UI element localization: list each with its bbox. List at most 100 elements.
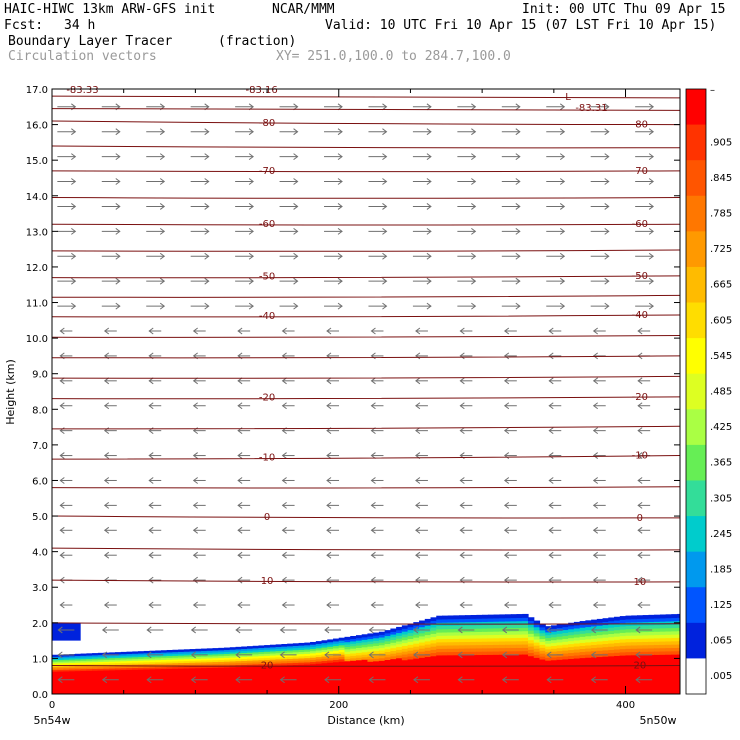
tracer-cell bbox=[619, 684, 627, 689]
tracer-cell bbox=[166, 651, 174, 655]
colorbar-label: .125 bbox=[710, 600, 732, 611]
tracer-cell bbox=[132, 679, 139, 683]
tracer-cell bbox=[218, 669, 225, 672]
tracer-cell bbox=[287, 691, 294, 694]
tracer-cell bbox=[252, 689, 260, 693]
tracer-cell bbox=[453, 661, 460, 666]
tracer-cell bbox=[516, 624, 523, 628]
tracer-cell bbox=[671, 657, 678, 662]
tracer-cell bbox=[562, 652, 569, 657]
tracer-cell bbox=[126, 665, 133, 669]
tracer-cell bbox=[166, 668, 174, 671]
tracer-cell bbox=[654, 651, 661, 655]
tracer-cell bbox=[459, 615, 466, 620]
tracer-cell bbox=[550, 648, 558, 652]
tracer-cell bbox=[338, 668, 346, 672]
tracer-cell bbox=[596, 656, 604, 661]
tracer-cell bbox=[528, 630, 535, 634]
tracer-cell bbox=[510, 687, 518, 692]
tracer-cell bbox=[424, 662, 432, 667]
wind-vector-head bbox=[148, 402, 154, 410]
tracer-cell bbox=[235, 656, 242, 660]
tracer-cell bbox=[591, 628, 598, 633]
tracer-cell bbox=[327, 641, 334, 645]
tracer-cell bbox=[224, 668, 231, 672]
tracer-cell bbox=[344, 663, 351, 667]
tracer-cell bbox=[407, 641, 414, 645]
tracer-cell bbox=[510, 617, 518, 622]
tracer-cell bbox=[246, 682, 254, 685]
tracer-cell bbox=[109, 662, 116, 666]
tracer-cell bbox=[321, 644, 328, 648]
tracer-cell bbox=[321, 687, 328, 691]
tracer-cell bbox=[608, 658, 615, 663]
tracer-cell bbox=[550, 656, 558, 661]
tracer-cell bbox=[344, 636, 351, 640]
tracer-cell bbox=[407, 623, 414, 628]
y-axis: 0.01.02.03.04.05.06.07.08.09.010.011.012… bbox=[26, 85, 680, 701]
tracer-cell bbox=[258, 675, 265, 679]
wind-vector bbox=[324, 302, 343, 310]
tracer-cell bbox=[287, 668, 294, 672]
tracer-cell bbox=[378, 649, 386, 654]
tracer-cell bbox=[482, 624, 489, 629]
tracer-cell bbox=[373, 663, 380, 667]
tracer-cell bbox=[550, 665, 558, 669]
tracer-cell bbox=[539, 673, 546, 678]
tracer-cell bbox=[390, 650, 397, 654]
tracer-cell bbox=[120, 667, 128, 671]
tracer-cell bbox=[218, 653, 225, 657]
tracer-cell bbox=[252, 653, 260, 657]
wind-vector-head bbox=[515, 302, 521, 310]
tracer-cell bbox=[573, 636, 581, 641]
tracer-cell bbox=[80, 661, 88, 665]
wind-vector-head bbox=[559, 277, 566, 285]
wind-vector bbox=[546, 626, 564, 634]
tracer-cell bbox=[333, 647, 340, 651]
tracer-cell bbox=[246, 648, 254, 651]
tracer-cell bbox=[505, 630, 512, 635]
tracer-cell bbox=[304, 672, 311, 676]
tracer-cell bbox=[103, 657, 110, 661]
wind-vector bbox=[501, 203, 521, 210]
tracer-cell bbox=[138, 672, 145, 675]
wind-vector bbox=[459, 601, 473, 609]
tracer-cell bbox=[493, 627, 500, 632]
tracer-cell bbox=[659, 687, 667, 692]
wind-vector-head bbox=[648, 302, 654, 310]
tracer-cell bbox=[201, 671, 208, 674]
tracer-cell bbox=[92, 688, 99, 692]
wind-vector-head bbox=[382, 277, 388, 285]
tracer-cell bbox=[407, 679, 414, 683]
tracer-cell bbox=[373, 640, 380, 644]
tracer-cell bbox=[585, 620, 592, 625]
tracer-cell bbox=[579, 657, 586, 662]
wind-vector-head bbox=[237, 601, 243, 609]
tracer-cell bbox=[550, 625, 558, 629]
wind-vector bbox=[326, 377, 340, 385]
tracer-cell bbox=[573, 639, 581, 644]
tracer-cell bbox=[160, 668, 168, 671]
tracer-cell bbox=[229, 686, 237, 689]
tracer-cell bbox=[396, 674, 403, 678]
tracer-cell bbox=[367, 641, 374, 645]
tracer-cell bbox=[241, 688, 248, 691]
tracer-cell bbox=[361, 679, 369, 683]
wind-vector-head bbox=[337, 227, 343, 235]
tracer-cell bbox=[160, 652, 168, 655]
tracer-cell bbox=[229, 684, 237, 687]
tracer-cell bbox=[648, 647, 655, 652]
tracer-cell bbox=[642, 654, 650, 659]
wind-vector-head bbox=[248, 203, 254, 210]
tracer-cell bbox=[218, 688, 225, 691]
tracer-cell bbox=[115, 660, 122, 664]
wind-vector bbox=[368, 651, 386, 659]
wind-vector-head bbox=[548, 352, 554, 360]
tracer-cell bbox=[149, 670, 156, 673]
tracer-cell bbox=[281, 681, 288, 685]
tracer-cell bbox=[361, 691, 369, 694]
tracer-cell bbox=[132, 665, 139, 668]
wind-vector-head bbox=[115, 178, 121, 185]
tracer-cell bbox=[183, 688, 191, 691]
contour-label: -60 bbox=[259, 219, 275, 230]
